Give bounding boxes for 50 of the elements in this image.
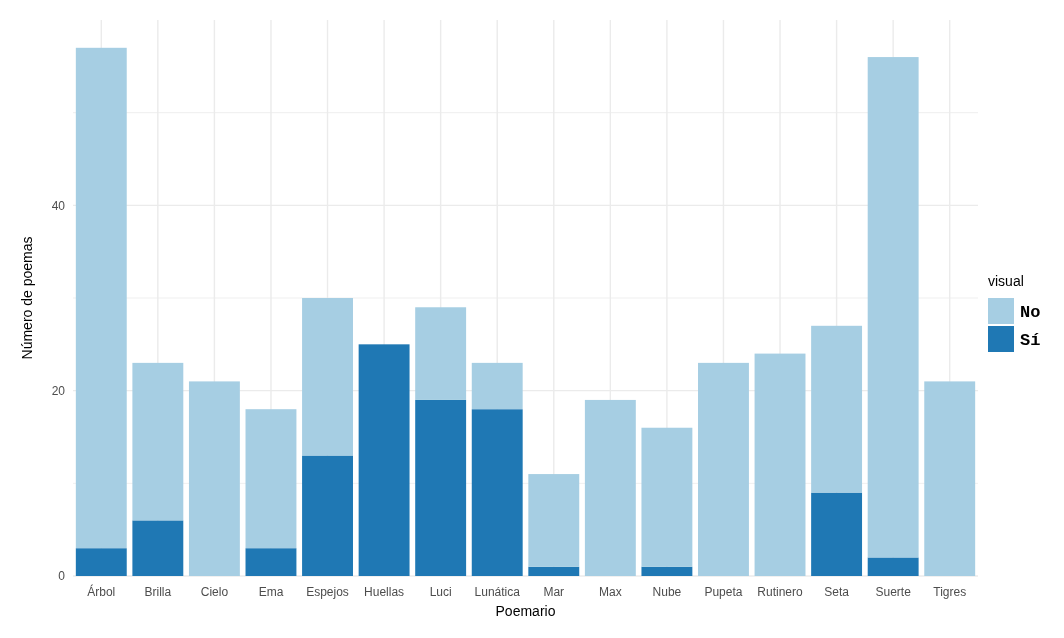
bar — [867, 557, 919, 576]
legend-label: Sí — [1020, 330, 1041, 350]
y-tick-label: 0 — [58, 569, 66, 584]
y-tick-label: 40 — [51, 198, 66, 213]
bar — [528, 566, 580, 576]
legend-label: No — [1020, 302, 1041, 322]
bar — [245, 409, 297, 549]
x-tick-label: Cielo — [200, 585, 229, 599]
x-tick-label: Luci — [429, 585, 452, 599]
x-tick-label: Mar — [543, 585, 565, 599]
bar — [358, 344, 410, 576]
bar — [132, 362, 184, 521]
bar — [811, 325, 863, 493]
x-tick-label: Huellas — [364, 585, 405, 599]
bar — [641, 566, 693, 576]
x-tick-label: Rutinero — [757, 585, 804, 599]
x-tick-label: Brilla — [144, 585, 172, 599]
bar — [75, 47, 127, 549]
bar — [415, 399, 467, 576]
bar — [188, 381, 240, 576]
x-tick-label: Ema — [258, 585, 284, 599]
x-tick-label: Lunática — [474, 585, 521, 599]
bar — [132, 520, 184, 576]
x-tick-label: Seta — [824, 585, 850, 599]
legend-title: visual — [988, 273, 1024, 289]
bar — [245, 548, 297, 576]
bar — [754, 353, 806, 576]
y-axis-title: Número de poemas — [19, 236, 35, 360]
x-tick-label: Max — [599, 585, 622, 599]
bar — [584, 399, 636, 576]
bar — [867, 57, 919, 558]
x-tick-label: Nube — [652, 585, 682, 599]
bar — [924, 381, 976, 576]
x-tick-label: Suerte — [875, 585, 912, 599]
bar — [415, 307, 467, 400]
y-tick-label: 20 — [51, 383, 66, 398]
bar — [302, 455, 353, 576]
bar — [75, 548, 127, 576]
bar — [471, 409, 523, 576]
bar — [528, 474, 580, 567]
bar — [302, 298, 353, 456]
bar — [471, 362, 523, 410]
x-tick-label: Espejos — [306, 585, 349, 599]
x-tick-label: Tigres — [933, 585, 967, 599]
x-axis-title: Poemario — [495, 603, 556, 619]
x-tick-label: Árbol — [87, 584, 116, 599]
x-tick-label: Pupeta — [704, 585, 743, 599]
bar — [698, 362, 749, 576]
bar — [811, 492, 863, 576]
bar — [641, 427, 693, 567]
